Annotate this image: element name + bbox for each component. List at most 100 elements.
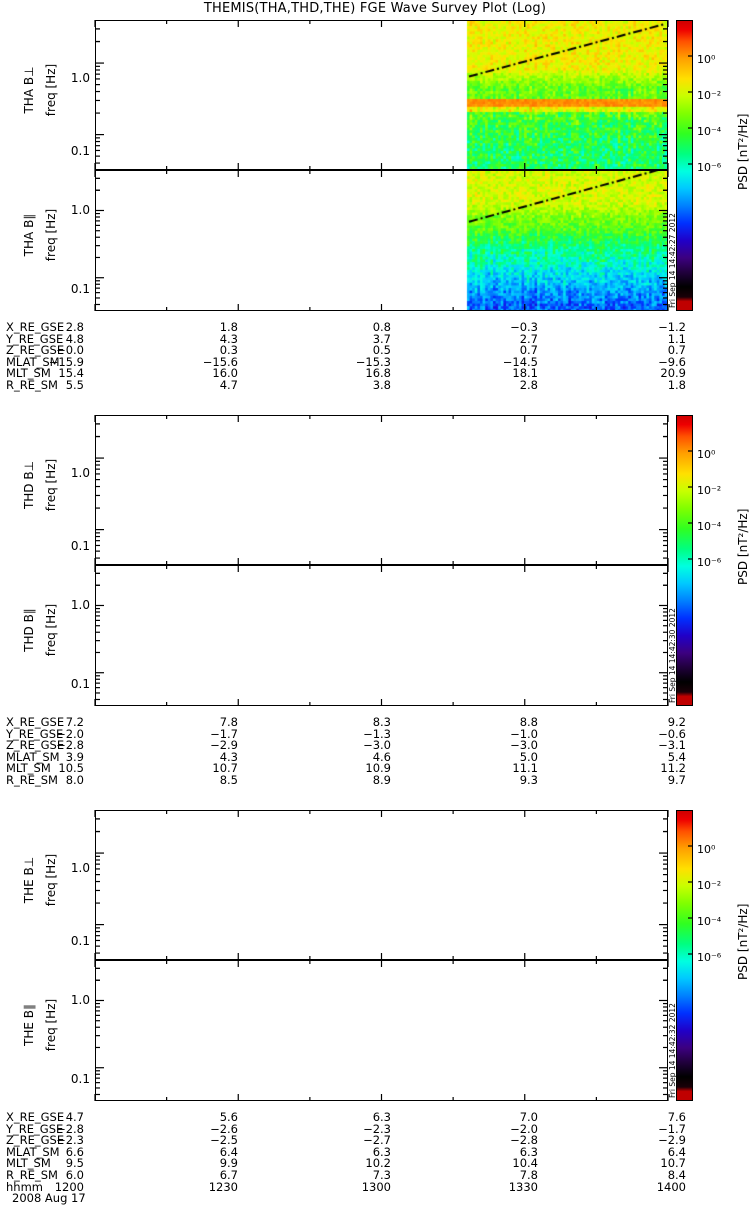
- colorbar-tick-thd-0: 10⁰: [697, 448, 716, 461]
- coord-value: 5.0: [519, 749, 538, 764]
- coord-key: R_RE_SM: [6, 772, 58, 787]
- colorbar-title-tha: PSD [nT²/Hz]: [736, 113, 750, 190]
- coord-key: MLAT_SM: [6, 354, 60, 369]
- axis-title-freq-2: freq [Hz]: [44, 458, 58, 512]
- coord-value: −0.0: [56, 343, 84, 358]
- colorbar-the: [676, 810, 693, 1101]
- coord-table-thd: X_RE_GSE 7.2 7.8 8.3 8.8 9.2 Y_RE_GSE −2.0 −1.7−…: [6, 715, 746, 787]
- coord-value: 3.8: [372, 377, 391, 392]
- coord-value: −0.3: [510, 320, 538, 334]
- colorbar-tick-the-0: 10⁰: [697, 843, 716, 856]
- coord-row: Y_RE_GSE 4.8 4.3 3.7 2.7 1.1: [6, 331, 746, 346]
- coord-value: 7.8: [219, 715, 238, 729]
- coord-value: 11.1: [512, 761, 538, 776]
- coord-row: Z_RE_GSE −0.0 0.3 0.5 0.7 0.7: [6, 345, 746, 357]
- panel-thd-bpar: [95, 565, 668, 706]
- colorbar-tick-tha-0: 10⁰: [697, 53, 716, 66]
- colorbar-tha: [676, 20, 693, 311]
- coord-key: Y_RE_GSE: [6, 1121, 64, 1136]
- coord-value: 0.3: [219, 343, 238, 358]
- coord-value: −1.2: [658, 320, 686, 334]
- coord-value: 10.5: [58, 761, 84, 776]
- coord-value: 16.0: [212, 366, 238, 381]
- yticklabels-the-bperp: 1.0 0.1: [70, 861, 90, 948]
- coord-value: −3.0: [510, 738, 538, 753]
- coord-value: 10.7: [212, 761, 238, 776]
- page-title: THEMIS(THA,THD,THE) FGE Wave Survey Plot…: [203, 1, 547, 16]
- coord-value: 4.3: [219, 749, 238, 764]
- coord-value: −2.0: [510, 1121, 538, 1136]
- time-tick-label: 1400: [656, 1179, 686, 1194]
- coord-value: −15.3: [355, 354, 391, 369]
- axis-title-tha-bpar: THA B∥: [22, 213, 36, 257]
- coord-key: Y_RE_GSE: [6, 726, 64, 741]
- coord-value: 4.7: [65, 1110, 84, 1124]
- coord-row: MLAT_SM 3.9 4.3 4.6 5.0 5.4: [6, 749, 746, 764]
- axis-title-freq-5: freq [Hz]: [44, 998, 58, 1052]
- coord-value: 6.3: [372, 1110, 391, 1124]
- coord-value: −1.7: [210, 726, 238, 741]
- axis-title-freq-3: freq [Hz]: [44, 603, 58, 657]
- coord-value: 9.7: [667, 772, 686, 787]
- coord-value: −1.7: [658, 1121, 686, 1136]
- coord-value: 5.5: [65, 377, 84, 392]
- coord-value: 8.0: [65, 772, 84, 787]
- coord-value: 2.7: [519, 331, 538, 346]
- axis-title-thd-bpar: THD B∥: [22, 608, 36, 652]
- colorbar-tick-thd-3: 10⁻⁶: [697, 556, 722, 569]
- coord-key: Z_RE_GSE: [6, 1133, 65, 1148]
- coord-value: 11.2: [660, 761, 686, 776]
- timestamp-thd: Fri Sep 14 14:42:30 2012: [668, 608, 677, 703]
- coord-value: −3.1: [658, 738, 686, 753]
- coord-value: −2.0: [56, 726, 84, 741]
- coord-value: 9.2: [667, 715, 686, 729]
- coord-value: 5.4: [667, 749, 686, 764]
- coord-table-the: X_RE_GSE 4.7 5.6 6.3 7.0 7.6 Y_RE_GSE −2.8 −2.6−…: [6, 1110, 746, 1205]
- yticklabels-thd-bperp: 1.0 0.1: [70, 466, 90, 553]
- coord-row: MLT_SM 10.5 10.7 10.9 11.1 11.2: [6, 763, 746, 775]
- coord-value: 6.0: [65, 1167, 84, 1182]
- coord-row: MLAT_SM 6.6 6.4 6.3 6.3 6.4: [6, 1144, 746, 1159]
- axis-title-tha-bperp: THA B⊥: [22, 66, 36, 114]
- coord-row: MLT_SM 9.5 9.9 10.2 10.4 10.7: [6, 1158, 746, 1170]
- time-tick-label: 1230: [208, 1179, 238, 1194]
- coord-value: 10.7: [660, 1156, 686, 1171]
- coord-value: 2.8: [519, 377, 538, 392]
- yticklabels-the-bpar: 1.0 0.1: [70, 993, 90, 1086]
- coord-row: X_RE_GSE 7.2 7.8 8.3 8.8 9.2: [6, 715, 746, 729]
- panel-thd-bperp: [95, 415, 668, 565]
- time-tick-label: 1200: [54, 1179, 84, 1194]
- colorbar-tick-the-3: 10⁻⁶: [697, 951, 722, 964]
- coord-value: 1.8: [219, 320, 238, 334]
- coord-key: MLT_SM: [6, 1156, 51, 1171]
- coord-value: −2.8: [56, 738, 84, 753]
- coord-value: −2.9: [210, 738, 238, 753]
- coord-value: 16.8: [365, 366, 391, 381]
- coord-value: −2.9: [658, 1133, 686, 1148]
- coord-value: 2.8: [65, 320, 84, 334]
- coord-value: 0.7: [519, 343, 538, 358]
- coord-value: −2.8: [510, 1133, 538, 1148]
- coord-row: Y_RE_GSE −2.0 −1.7 −1.3 −1.0 −0.6: [6, 726, 746, 741]
- coord-value: 0.8: [372, 320, 391, 334]
- coord-row: X_RE_GSE 2.8 1.8 0.8 −0.3 −1.2: [6, 320, 746, 334]
- coord-value: 9.5: [65, 1156, 84, 1171]
- colorbar-title-the: PSD [nT²/Hz]: [736, 903, 750, 980]
- coord-value: 4.8: [65, 331, 84, 346]
- coord-row: X_RE_GSE 4.7 5.6 6.3 7.0 7.6: [6, 1110, 746, 1124]
- coord-value: 8.5: [219, 772, 238, 787]
- coord-value: 7.3: [372, 1167, 391, 1182]
- coord-value: 6.3: [372, 1144, 391, 1159]
- coord-value: 10.4: [512, 1156, 538, 1171]
- coord-row: R_RE_SM 5.5 4.7 3.8 2.8 1.8: [6, 377, 746, 392]
- coord-value: −3.0: [363, 738, 391, 753]
- coord-row: MLT_SM 15.4 16.0 16.8 18.1 20.9: [6, 368, 746, 380]
- axis-title-freq-0: freq [Hz]: [44, 63, 58, 117]
- coord-value: 0.7: [667, 343, 686, 358]
- coord-value: 10.2: [365, 1156, 391, 1171]
- coord-value: 0.5: [372, 343, 391, 358]
- coord-value: 8.8: [519, 715, 538, 729]
- coord-value: 6.4: [667, 1144, 686, 1159]
- yticklabels-thd-bpar: 1.0 0.1: [70, 598, 90, 691]
- axis-title-freq-4: freq [Hz]: [44, 853, 58, 907]
